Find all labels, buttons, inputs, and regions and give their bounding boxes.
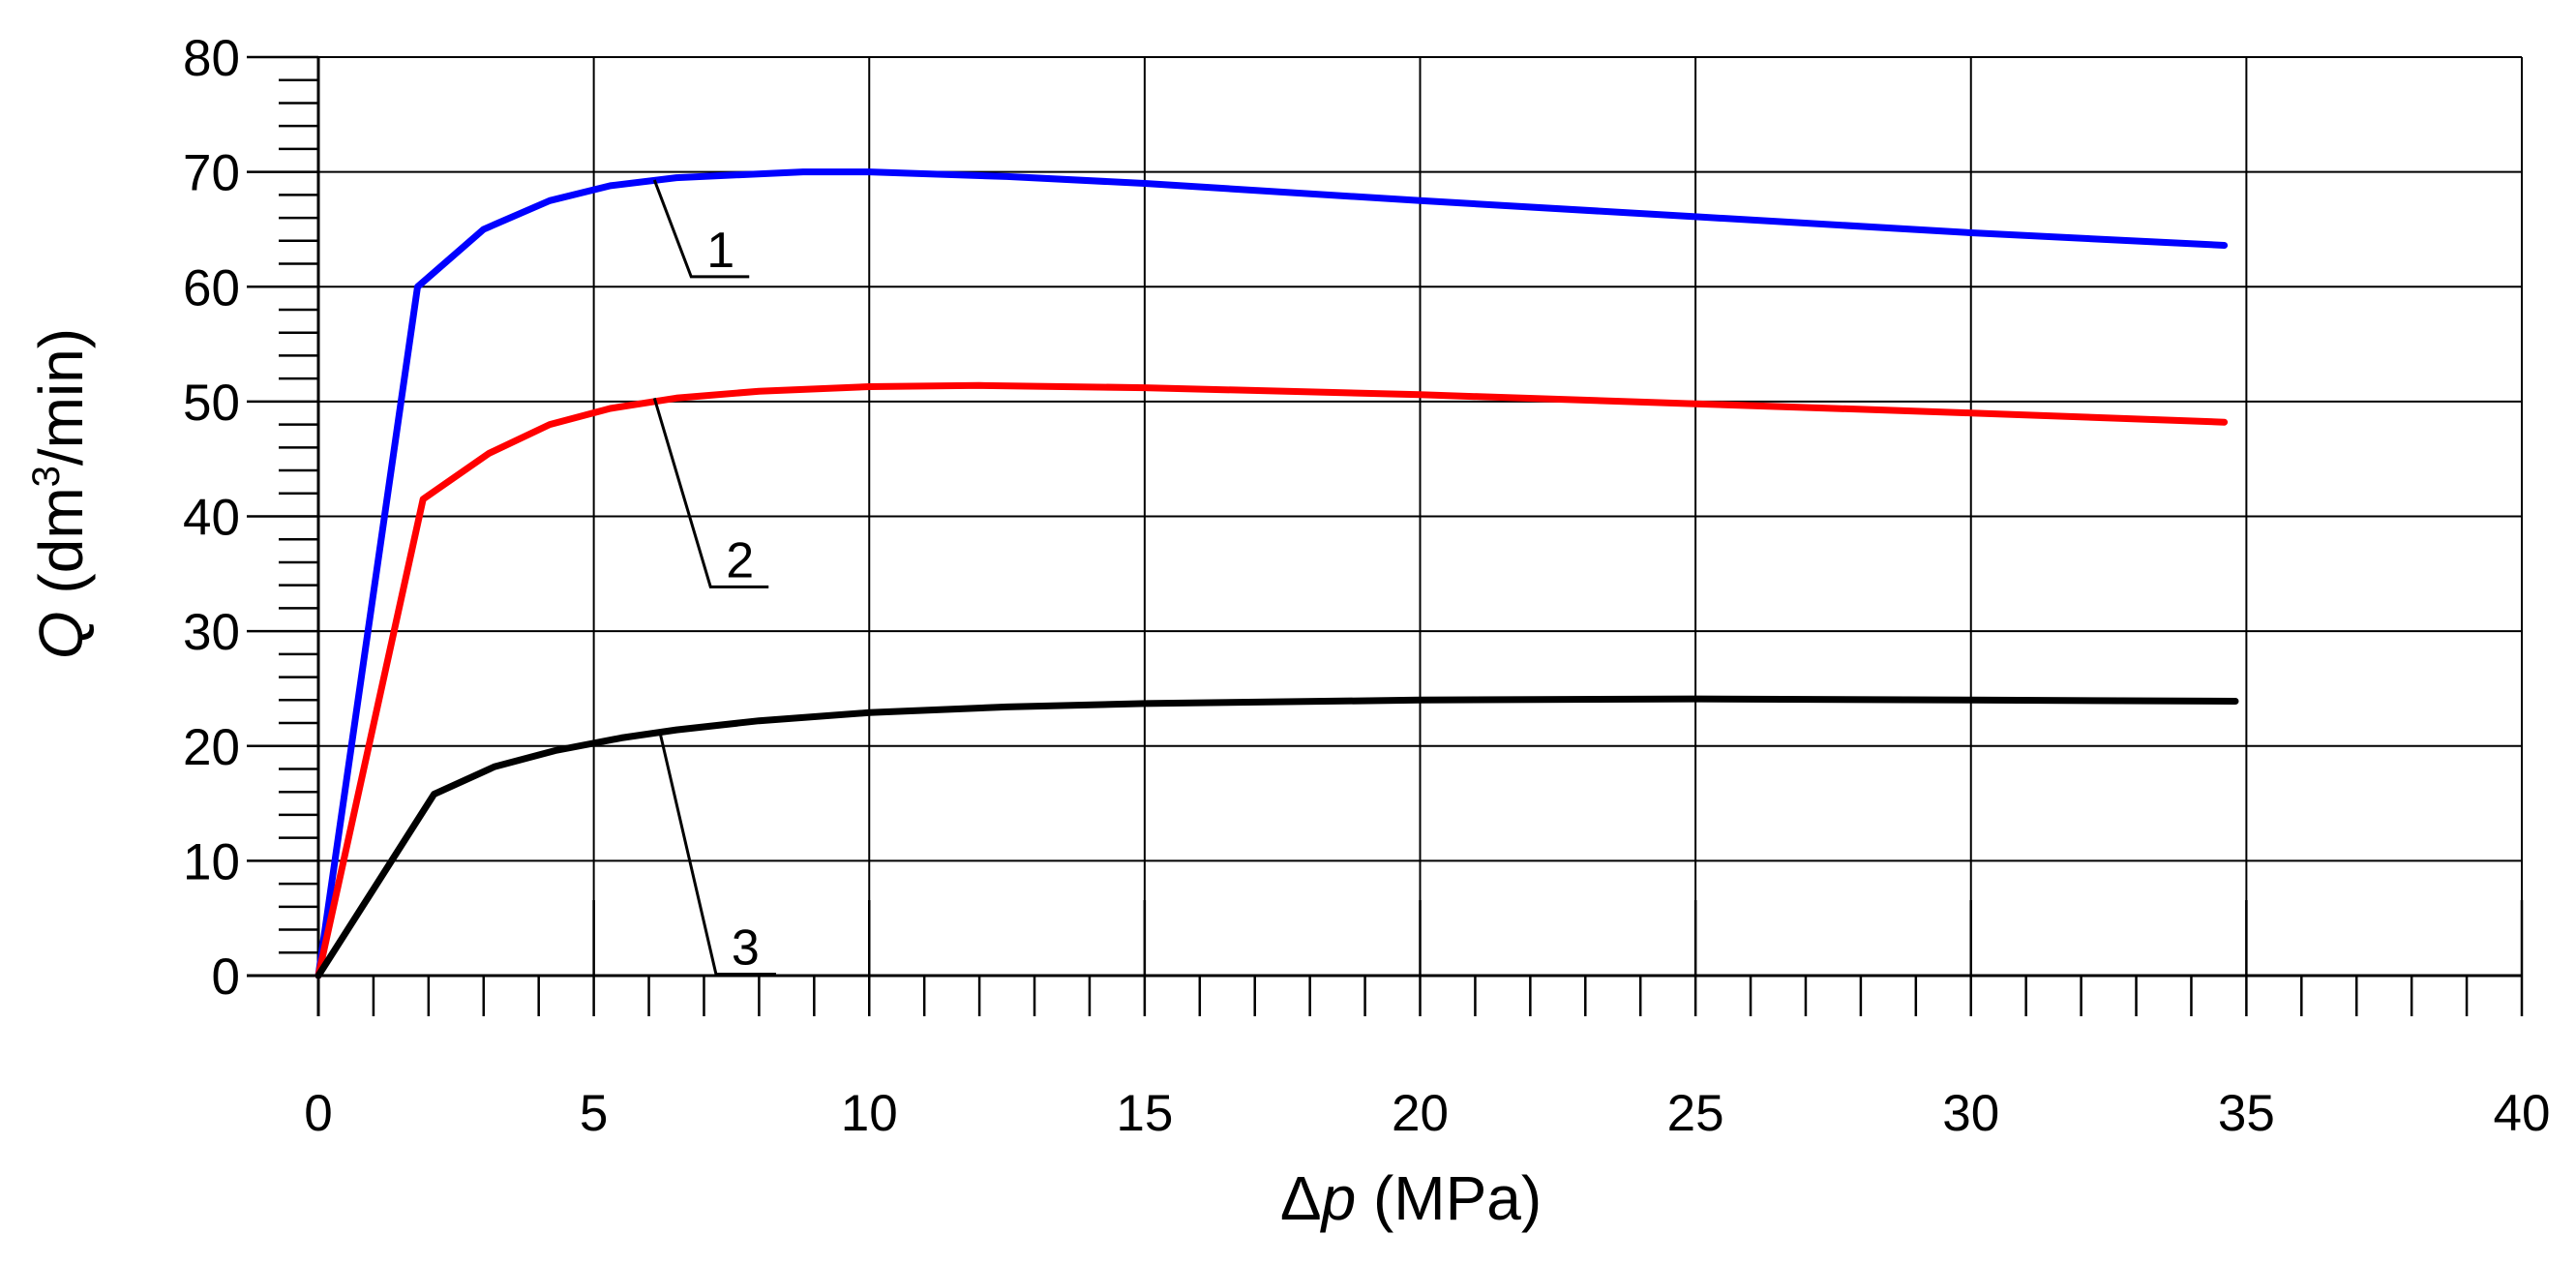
y-tick-label: 70 (183, 145, 240, 202)
y-axis-unit-post: /min) (26, 328, 96, 466)
y-tick-label: 40 (183, 490, 240, 547)
tick-labels: 0 5 10 15 20 25 30 35 40 0 10 20 30 40 50 60 70 80 (183, 30, 2550, 1142)
x-tick-label: 40 (2494, 1085, 2551, 1142)
y-tick-label: 80 (183, 30, 240, 87)
x-axis-title: Δp (MPa) (1280, 1163, 1542, 1233)
grid (317, 56, 2523, 977)
series-line-3 (315, 695, 2239, 979)
x-tick-label: 5 (580, 1085, 608, 1142)
callouts: 1 2 3 (652, 179, 776, 977)
y-tick-label: 10 (183, 833, 240, 890)
axes (247, 57, 2522, 1016)
x-axis-variable: p (1320, 1163, 1357, 1233)
series-line-2 (315, 381, 2229, 979)
x-axis-unit: (MPa) (1356, 1163, 1542, 1233)
x-tick-label: 25 (1667, 1085, 1724, 1142)
y-tick-label: 20 (183, 719, 240, 776)
x-tick-label: 0 (304, 1085, 332, 1142)
y-axis-variable: Q (26, 611, 96, 659)
x-axis-symbol: Δ (1280, 1163, 1322, 1233)
y-axis-unit-sup: 3 (25, 466, 68, 487)
series-layer (315, 168, 2239, 979)
callout-leader-3 (658, 732, 776, 977)
minor-ticks (247, 55, 2524, 1016)
y-tick-label: 60 (183, 259, 240, 316)
y-axis-title: Q (dm3/min) (25, 328, 96, 659)
x-tick-label: 10 (841, 1085, 898, 1142)
y-tick-label: 0 (212, 949, 240, 1006)
x-tick-label: 15 (1116, 1085, 1173, 1142)
x-tick-label: 20 (1392, 1085, 1449, 1142)
callout-label-2: 2 (726, 532, 754, 588)
callout-leader-1 (652, 179, 750, 279)
x-tick-label: 35 (2218, 1085, 2275, 1142)
x-tick-label: 30 (1942, 1085, 1999, 1142)
y-axis-unit-pre: (dm (26, 487, 96, 611)
series-line-1 (315, 168, 2229, 979)
callout-label-3: 3 (732, 920, 760, 977)
callout-label-1: 1 (706, 223, 734, 279)
y-tick-label: 50 (183, 375, 240, 432)
y-tick-label: 30 (183, 604, 240, 661)
callout-leader-2 (652, 397, 769, 588)
